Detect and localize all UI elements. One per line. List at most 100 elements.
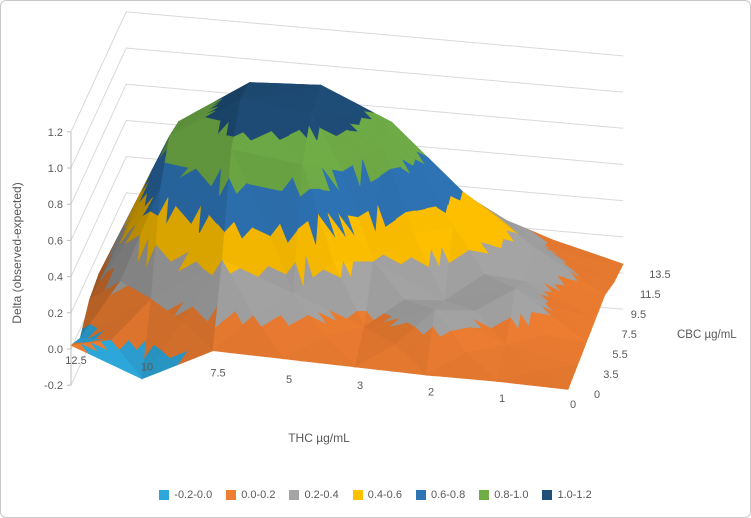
legend-label: 0.4-0.6 (367, 489, 402, 501)
legend-item: 1.0-1.2 (542, 489, 592, 501)
surface-facet (485, 225, 504, 240)
surface-facet (450, 186, 462, 202)
surface-facet (212, 107, 232, 120)
surface-facet (223, 135, 235, 150)
surface-facet (96, 261, 107, 282)
surface-facet (530, 255, 542, 266)
surface-facet (334, 150, 354, 167)
surface-facet (347, 214, 367, 240)
surface-facet (339, 122, 358, 132)
legend-label: 0.0-0.2 (241, 489, 276, 501)
surface-facet (308, 125, 320, 142)
surface-facet (430, 176, 442, 192)
surface-facet (587, 303, 599, 314)
surface-facet (410, 173, 429, 194)
z-tick-label: 0.0 (48, 344, 63, 356)
surface-facet (575, 253, 594, 260)
surface-facet (394, 140, 406, 154)
surface-facet (534, 239, 546, 246)
surface-facet (498, 256, 518, 271)
surface-facet (346, 102, 365, 112)
surface-facet (232, 94, 244, 102)
surface-facet (445, 203, 457, 219)
x-axis-title: THC µg/mL (288, 431, 350, 445)
surface-facet (439, 189, 451, 205)
surface-facet (610, 262, 622, 270)
surface-facet (490, 212, 509, 228)
surface-facet (323, 99, 335, 109)
legend-item: 0.8-1.0 (479, 489, 528, 501)
surface-facet (217, 99, 228, 108)
surface-facet (349, 165, 361, 195)
surface-facet (555, 257, 567, 263)
surface-facet (570, 258, 589, 268)
surface-facet (400, 257, 420, 276)
legend-swatch-icon (289, 490, 300, 500)
surface-facet (182, 140, 194, 155)
surface-facet (169, 167, 189, 180)
surface-facet (554, 284, 573, 295)
surface-facet (240, 144, 261, 154)
surface-facet (499, 216, 518, 230)
surface-facet (297, 93, 309, 102)
legend-item: -0.2-0.0 (159, 489, 212, 501)
surface-facet (543, 252, 562, 265)
surface-facet (332, 169, 351, 195)
series-tick-label: 9.5 (631, 309, 646, 321)
surface-facet (461, 238, 480, 253)
surface-facet (571, 287, 584, 297)
surface-facet (545, 251, 557, 258)
surface-facet (205, 147, 224, 160)
z-axis-title: Delta (observed-expected) (10, 182, 24, 324)
z-gridline (70, 47, 624, 169)
surface-facet (192, 130, 212, 142)
surface-facet (247, 101, 267, 111)
surface-facet (559, 268, 578, 281)
surface-facet (541, 256, 560, 269)
x-tick-label: 7.5 (210, 368, 225, 380)
surface-facet (318, 120, 338, 137)
legend-item: 0.2-0.4 (289, 489, 339, 501)
surface-facet (242, 93, 254, 99)
surface-facet (374, 133, 386, 142)
surface-facet (136, 193, 148, 216)
surface-facet (405, 210, 424, 233)
series-tick-label: 0 (594, 389, 600, 401)
surface-facet (596, 284, 608, 293)
surface-facet (455, 217, 467, 230)
legend-label: 1.0-1.2 (557, 489, 592, 501)
surface-facet (470, 202, 489, 218)
surface-facet (101, 255, 113, 275)
surface-facet (483, 233, 502, 249)
z-tick-label: 0.6 (48, 235, 63, 247)
surface-facet (197, 110, 216, 121)
surface-facet (414, 159, 433, 178)
surface-facet (399, 134, 418, 153)
surface-facet (420, 231, 432, 252)
surface-facet (506, 220, 525, 229)
surface-facet (329, 190, 349, 216)
surface-facet (321, 113, 340, 123)
surface-facet (549, 241, 561, 247)
surface-facet (539, 235, 551, 242)
surface-facet (561, 263, 580, 277)
surface-facet (247, 85, 259, 91)
z-gridline (70, 156, 624, 277)
surface-facet (534, 282, 553, 293)
surface-facet (605, 271, 618, 279)
surface-facet (568, 260, 587, 271)
surface-facet (599, 265, 612, 273)
surface-facet (341, 115, 360, 125)
surface-facet (268, 99, 287, 105)
surface-facet (324, 154, 336, 171)
legend-item: 0.0-0.2 (226, 489, 275, 501)
legend-label: 0.2-0.4 (304, 489, 339, 501)
surface-facet (395, 211, 407, 242)
series-tick-label: 13.5 (649, 269, 670, 281)
surface-facet (176, 118, 187, 126)
surface-facet (237, 106, 249, 121)
surface-facet (119, 215, 138, 244)
surface-facet (497, 216, 516, 229)
legend-label: 0.8-1.0 (494, 489, 529, 501)
